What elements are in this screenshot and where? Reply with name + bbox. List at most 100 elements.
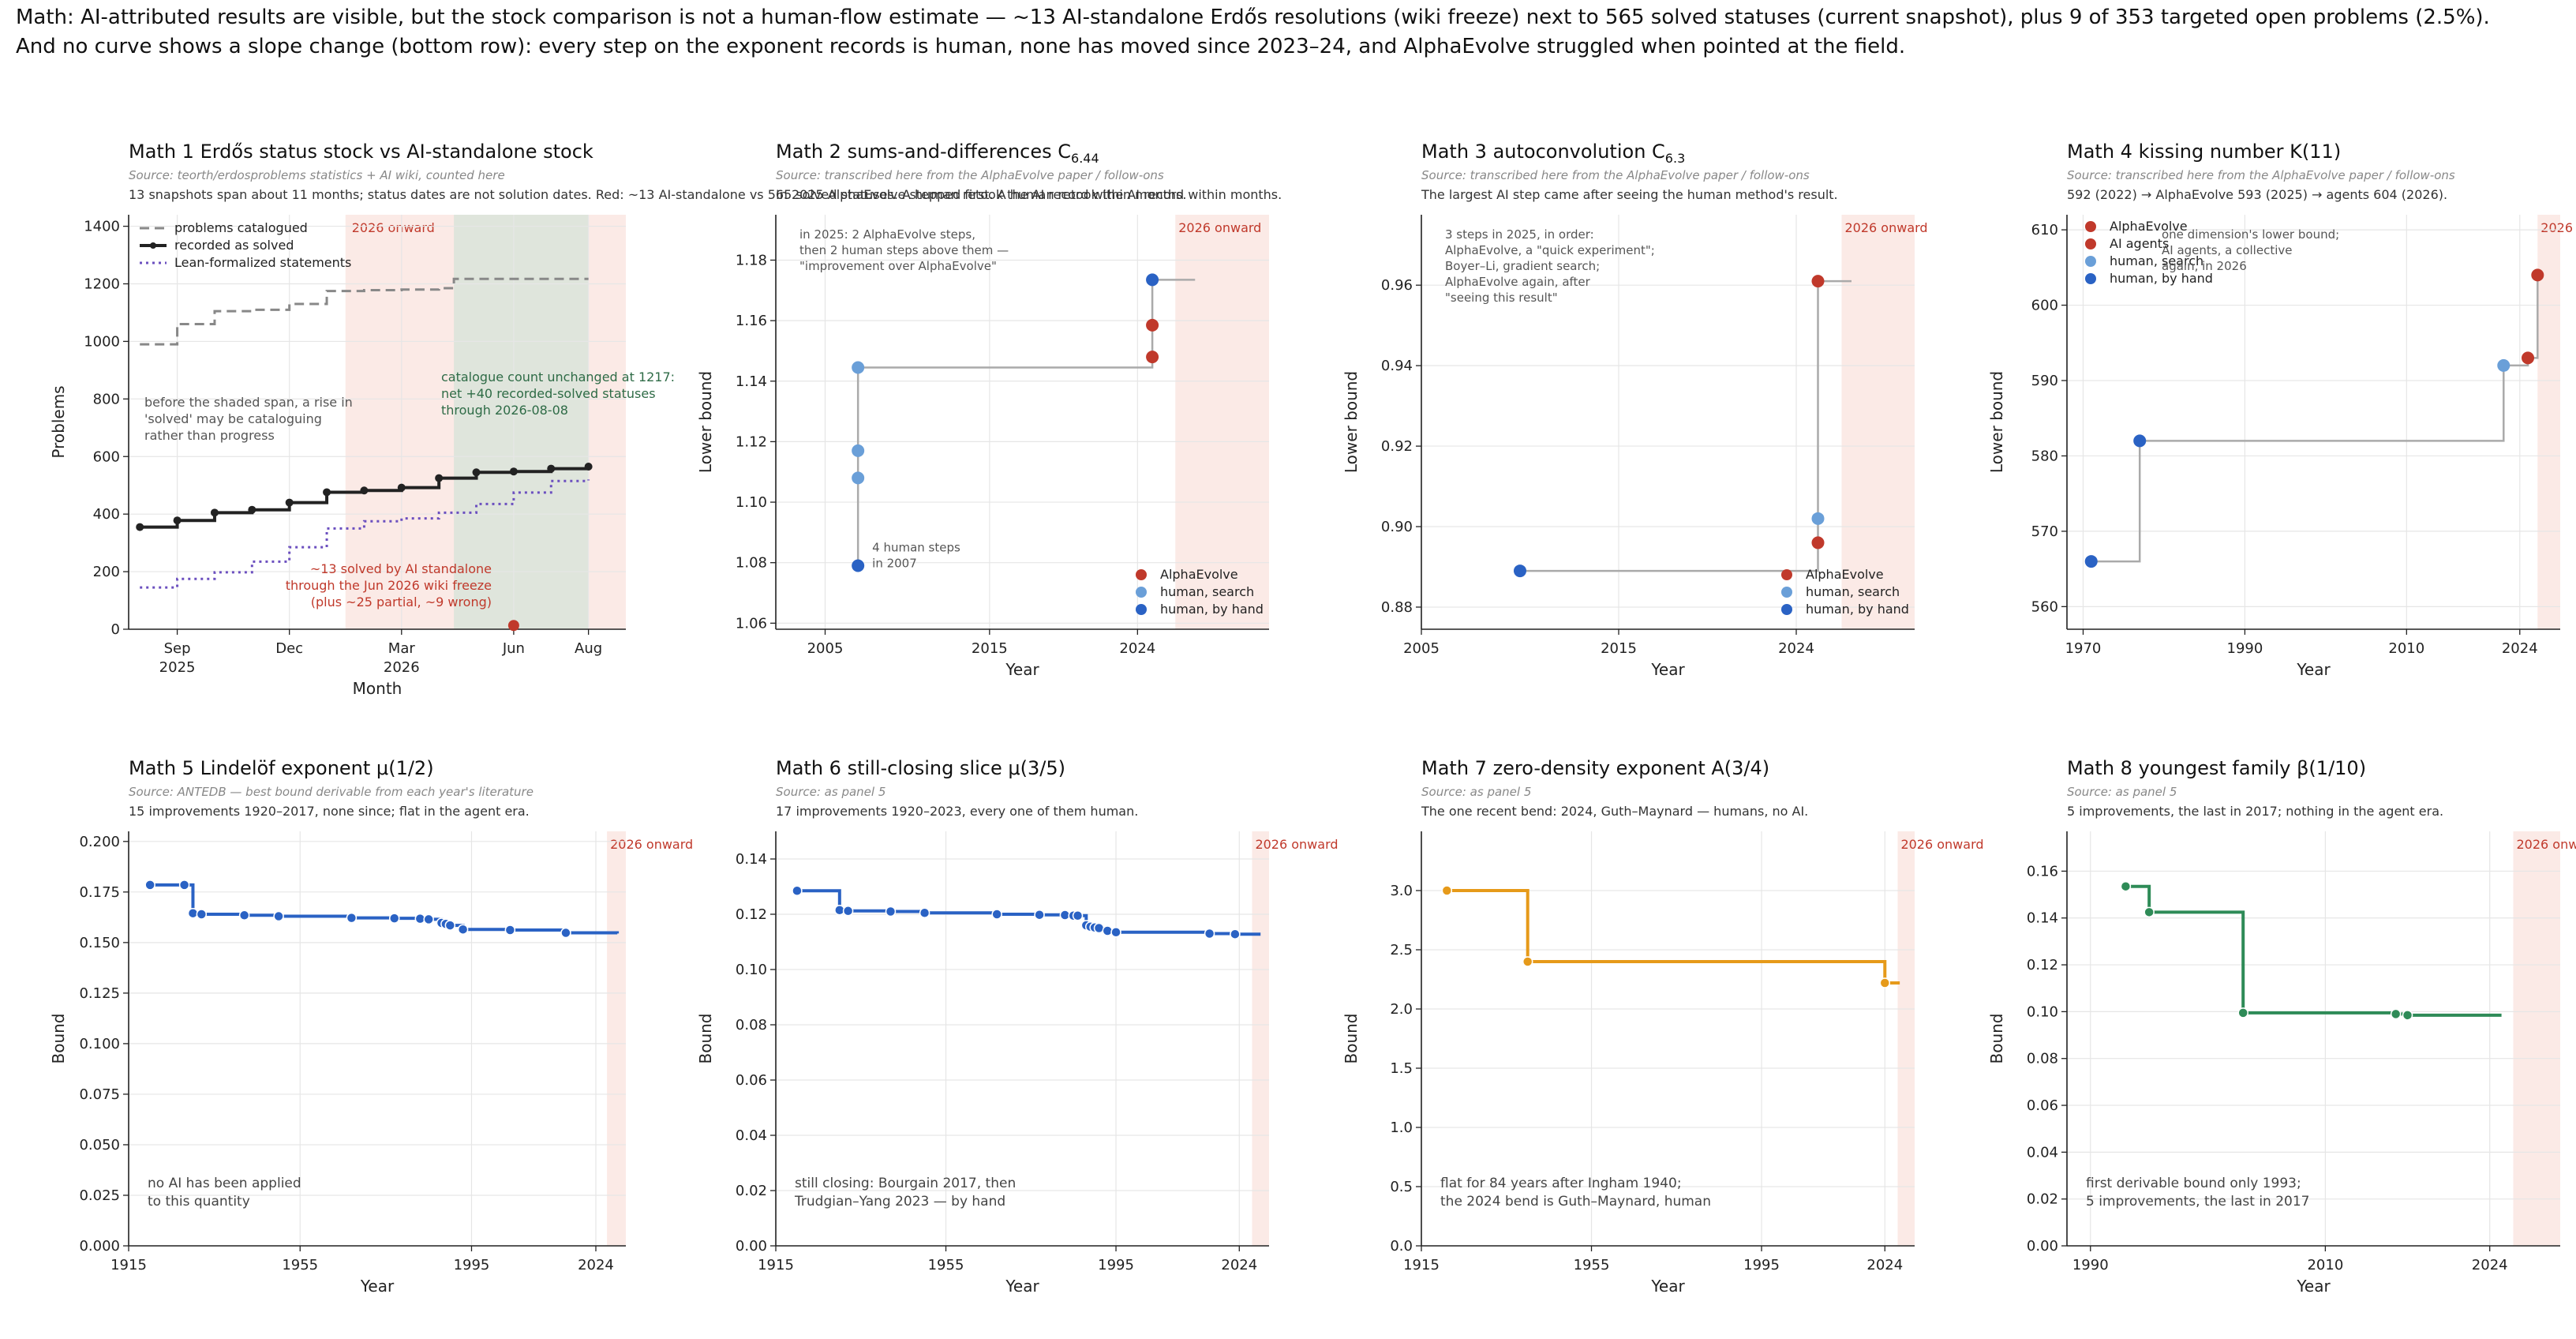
bound-point [423,913,434,925]
tick-label-y: 0.88 [1381,599,1413,616]
tick-label-y: 1.5 [1390,1060,1413,1077]
legend-label: problems catalogued [174,220,308,235]
panel-title: Math 7 zero-density exponent A(3/4) [1421,757,1769,779]
axis-label-x: Year [1650,660,1685,679]
bound-point [1034,909,1045,921]
left-note: 'solved' may be cataloguing [144,411,322,426]
axis-label-y: Lower bound [696,371,715,473]
solved-point [397,483,406,492]
tick-label-y: 0.14 [736,851,767,868]
shade-2026 [607,831,626,1246]
panel-title: Math 6 still-closing slice μ(3/5) [776,757,1065,779]
record-step-line [856,279,1196,566]
shade-label: 2026 onward [1255,837,1338,852]
axis-label-x: Year [2296,1277,2331,1296]
record-point-ai [1146,351,1159,364]
shade-label: 2026 onward [1900,837,1983,852]
note-box: no AI has been applied [148,1176,301,1191]
note-box: still closing: Bourgain 2017, then [795,1176,1016,1191]
tick-label-x: 2024 [1119,640,1155,657]
bound-point [144,880,155,891]
tick-label-y: 0.90 [1381,519,1413,535]
shade-label: 2026 onward [1845,220,1928,235]
axis-label-y: Lower bound [1342,371,1361,473]
tick-label-x: 2024 [2472,1257,2508,1273]
axis-label-y: Bound [696,1013,715,1063]
tick-label-y: 0.00 [2027,1238,2058,1255]
panel-source: Source: teorth/erdosproblems statistics … [129,168,505,182]
panel-note: 13 snapshots span about 11 months; statu… [129,187,1186,202]
bound-point [444,920,456,931]
note-top: AI agents, a collective [2162,243,2292,257]
panel-title: Math 5 Lindelöf exponent μ(1/2) [129,757,434,779]
bound-point [196,909,208,920]
panel-source: Source: transcribed here from the AlphaE… [2067,168,2455,182]
tick-label-y: 1.06 [736,615,767,632]
tick-label-x: 2024 [578,1257,614,1273]
tick-label-x: Mar [388,640,416,657]
record-point-search [852,444,865,457]
note-top: "seeing this result" [1445,291,1558,305]
bound-point [187,907,199,919]
figure-headline: Math: AI-attributed results are visible,… [16,3,2557,62]
ai-standalone-point [507,620,519,632]
bound-point [1102,925,1114,936]
red-note: through the Jun 2026 wiki freeze [286,578,492,593]
bound-point [885,906,897,917]
bound-point [1879,977,1891,988]
legend-marker [2085,221,2096,232]
solved-point [136,523,144,531]
panel-note: In 2025 AlphaEvolve stepped first. A hum… [776,187,1282,202]
tick-label-x: 1990 [2072,1257,2109,1273]
panel-p1: Math 1 Erdős status stock vs AI-standalo… [49,141,1186,698]
axis-label-y: Bound [49,1013,68,1063]
note-top: AlphaEvolve, a "quick experiment"; [1445,243,1655,257]
tick-label-x: 2024 [1778,640,1814,657]
shade-2026 [1841,215,1915,629]
green-note: net +40 recorded-solved statuses [441,386,656,401]
tick-label-y: 1.08 [736,555,767,572]
tick-label-x: 1995 [454,1257,490,1273]
tick-label-y: 0.025 [79,1187,120,1204]
panel-source: Source: as panel 5 [1421,785,1531,799]
tick-label-y: 0.08 [2027,1051,2058,1067]
record-point-search [2497,358,2510,372]
axis-label-x: Year [2296,660,2331,679]
shade-2026 [1175,215,1269,629]
tick-label-y: 0.02 [736,1183,767,1199]
bound-point [388,913,400,924]
panel-note: 15 improvements 1920–2017, none since; f… [129,804,530,819]
panel-note: The largest AI step came after seeing th… [1421,187,1838,202]
solved-point [210,508,219,517]
panel-p5: Math 5 Lindelöf exponent μ(1/2) Source: A… [49,757,693,1296]
tick-label-y: 580 [2031,448,2058,464]
tick-label-y: 0.12 [736,906,767,923]
headline-line-1: Math: AI-attributed results are visible,… [16,6,2490,29]
note-box: Trudgian–Yang 2023 — by hand [794,1194,1005,1210]
note-top: one dimension's lower bound; [2162,227,2339,242]
tick-label-y: 600 [2031,298,2058,314]
bound-point [842,906,854,917]
axis-label-x: Year [1005,660,1039,679]
panel-title: Math 2 sums-and-differences C6.44 [776,141,1099,166]
tick-label-y: 590 [2031,373,2058,389]
tick-label-x: 2010 [2307,1257,2343,1273]
bound-point [560,927,571,939]
tick-label-x: 1955 [1574,1257,1610,1273]
solved-point [360,486,369,495]
tick-label-x: 2024 [1221,1257,1257,1273]
axis-label-y: Lower bound [1987,371,2006,473]
shade-2026 [1252,831,1269,1246]
tick-label-y: 0.00 [736,1238,767,1255]
tick-label-x: 1970 [2065,640,2102,657]
tick-label-y: 1.12 [736,433,767,450]
tick-label-y: 0.14 [2027,910,2058,927]
note-bottom: in 2007 [872,557,917,571]
tick-label-x: 1990 [2227,640,2263,657]
panel-title: Math 8 youngest family β(1/10) [2067,757,2366,779]
solved-point [472,468,481,477]
legend-label: AlphaEvolve [1160,567,1238,582]
legend-label: human, by hand [1160,602,1264,617]
tick-label-y: 0.16 [2027,863,2058,880]
tick-label-x: Jun [502,640,525,657]
